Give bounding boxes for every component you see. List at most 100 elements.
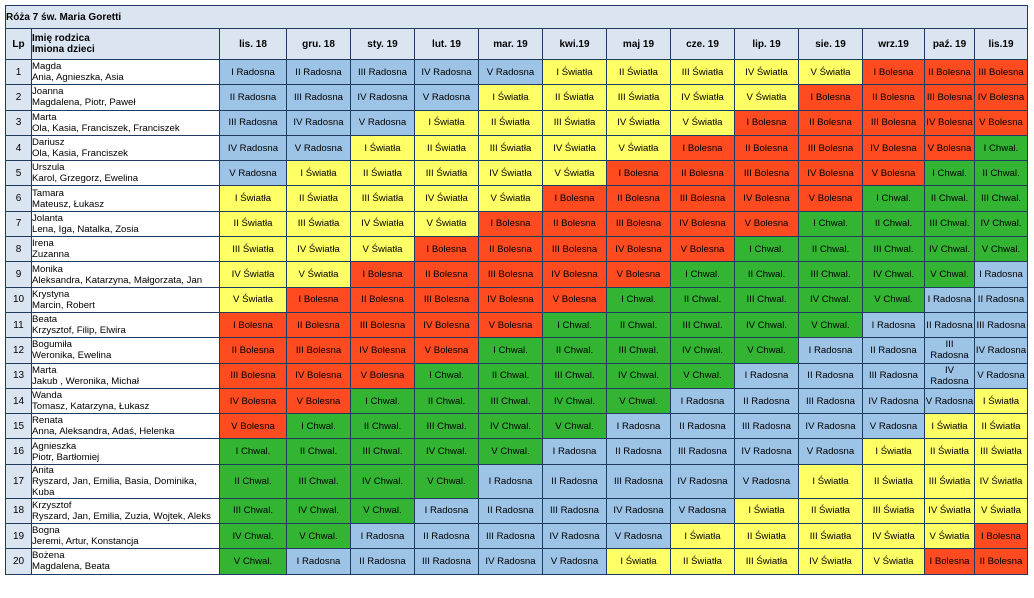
children-names: Weronika, Ewelina <box>32 350 112 362</box>
mystery-cell: III Chwal. <box>478 387 543 415</box>
mystery-cell: I Bolesna <box>798 84 863 111</box>
parent-name: Monika <box>32 263 63 275</box>
title-row: Róża 7 św. Maria Goretti <box>5 5 1028 29</box>
mystery-cell: III Bolesna <box>606 210 671 238</box>
mystery-cell: II Światła <box>219 210 287 238</box>
mystery-cell: IV Bolesna <box>606 236 671 263</box>
mystery-cell: I Chwal. <box>798 210 863 238</box>
mystery-cell: II Bolesna <box>974 548 1028 575</box>
parent-name: Beata <box>32 314 58 326</box>
mystery-cell: IV Światła <box>350 210 415 238</box>
table-row: 12 Bogumiła Weronika, Ewelina II Bolesna III… <box>5 337 1028 364</box>
mystery-cell: III Radosna <box>798 387 863 415</box>
mystery-cell: III Światła <box>798 523 863 550</box>
names-cell: Beata Krzysztof, Filip, Elwira <box>31 311 220 339</box>
children-names: Tomasz, Katarzyna, Łukasz <box>32 401 150 412</box>
mystery-cell: I Radosna <box>974 261 1028 288</box>
parent-name: Tamara <box>32 187 65 199</box>
mystery-cell: I Bolesna <box>974 523 1028 550</box>
mystery-cell: V Chwal. <box>414 463 479 499</box>
mystery-cell: II Chwal. <box>542 337 607 364</box>
children-names: Ryszard, Jan, Emilia, Basia, Dominika, <box>32 475 197 487</box>
month-header: paź. 19 <box>924 28 975 60</box>
mystery-cell: V Radosna <box>798 438 863 465</box>
mystery-cell: II Bolesna <box>542 210 607 238</box>
names-cell: Joanna Magdalena, Piotr, Paweł <box>31 84 220 111</box>
table-row: 9 Monika Aleksandra, Katarzyna, Małgorzata… <box>5 261 1028 288</box>
mystery-cell: III Chwal. <box>798 261 863 288</box>
mystery-cell: I Radosna <box>286 548 351 575</box>
mystery-cell: V Światła <box>606 134 671 162</box>
mystery-cell: II Bolesna <box>862 84 925 111</box>
mystery-cell: IV Radosna <box>924 362 975 389</box>
mystery-cell: I Radosna <box>924 286 975 313</box>
mystery-cell: III Radosna <box>219 109 287 136</box>
mystery-cell: I Chwal. <box>670 261 735 288</box>
mystery-cell: II Światła <box>350 160 415 187</box>
names-cell: Magda Ania, Agnieszka, Asia <box>31 58 220 86</box>
table-row: 15 Renata Anna, Aleksandra, Adaś, Helenka V… <box>5 413 1028 440</box>
mystery-cell: I Bolesna <box>414 236 479 263</box>
children-names: Aleksandra, Katarzyna, Małgorzata, Jan <box>32 274 203 286</box>
mystery-cell: III Radosna <box>478 523 543 550</box>
row-number: 17 <box>5 463 32 499</box>
mystery-cell: II Chwal. <box>286 438 351 465</box>
mystery-cell: IV Chwal. <box>798 286 863 313</box>
mystery-cell: V Chwal. <box>798 311 863 339</box>
children-names: Krzysztof, Filip, Elwira <box>32 325 126 337</box>
mystery-cell: I Światła <box>862 438 925 465</box>
mystery-cell: IV Chwal. <box>974 210 1028 238</box>
mystery-cell: III Światła <box>414 160 479 187</box>
mystery-cell: I Chwal. <box>734 236 799 263</box>
mystery-cell: V Światła <box>542 160 607 187</box>
children-names: Karol, Grzegorz, Ewelina <box>32 173 139 185</box>
row-number: 1 <box>5 58 32 86</box>
table-row: 13 Marta Jakub , Weronika, Michał III Boles… <box>5 362 1028 389</box>
row-number: 6 <box>5 185 32 212</box>
mystery-cell: IV Radosna <box>670 463 735 499</box>
parent-name: Agnieszka <box>32 440 77 452</box>
mystery-cell: III Chwal. <box>542 362 607 389</box>
mystery-cell: IV Bolesna <box>862 134 925 162</box>
row-number: 10 <box>5 286 32 313</box>
mystery-cell: IV Chwal. <box>286 497 351 525</box>
row-number: 19 <box>5 523 32 550</box>
mystery-cell: II Światła <box>606 58 671 86</box>
mystery-cell: III Radosna <box>286 84 351 111</box>
mystery-cell: II Chwal. <box>798 236 863 263</box>
mystery-cell: I Światła <box>286 160 351 187</box>
mystery-cell: V Bolesna <box>219 413 287 440</box>
children-names: Jakub , Weronika, Michał <box>32 375 140 387</box>
mystery-cell: V Radosna <box>734 463 799 499</box>
mystery-cell: V Światła <box>670 109 735 136</box>
mystery-cell: I Światła <box>670 523 735 550</box>
mystery-cell: I Radosna <box>350 523 415 550</box>
mystery-cell: V Radosna <box>606 523 671 550</box>
mystery-cell: III Chwal. <box>350 438 415 465</box>
mystery-cell: V Chwal. <box>734 337 799 364</box>
mystery-cell: I Chwal. <box>974 134 1028 162</box>
mystery-cell: V Radosna <box>670 497 735 525</box>
table-row: 8 Irena Zuzanna III Światła IV Światła V Świa… <box>5 236 1028 263</box>
mystery-cell: II Radosna <box>350 548 415 575</box>
mystery-cell: IV Chwal. <box>414 438 479 465</box>
month-header: kwi.19 <box>542 28 607 60</box>
mystery-cell: I Chwal. <box>286 413 351 440</box>
month-header: lis. 18 <box>219 28 287 60</box>
table-row: 6 Tamara Mateusz, Łukasz I Światła II Światł… <box>5 185 1028 212</box>
mystery-cell: V Bolesna <box>542 286 607 313</box>
mystery-cell: II Bolesna <box>734 134 799 162</box>
mystery-cell: V Bolesna <box>862 160 925 187</box>
table-row: 18 Krzysztof Ryszard, Jan, Emilia, Zuzia, … <box>5 497 1028 525</box>
mystery-cell: III Radosna <box>606 463 671 499</box>
mystery-cell: I Bolesna <box>862 58 925 86</box>
mystery-cell: V Chwal. <box>350 497 415 525</box>
mystery-cell: IV Bolesna <box>286 362 351 389</box>
mystery-cell: IV Światła <box>606 109 671 136</box>
row-number: 12 <box>5 337 32 364</box>
mystery-cell: III Bolesna <box>974 58 1028 86</box>
mystery-cell: V Bolesna <box>606 261 671 288</box>
parent-name: Marta <box>32 111 57 123</box>
children-names: Zuzanna <box>32 249 70 261</box>
table-row: 4 Dariusz Ola, Kasia, Franciszek IV Radosna… <box>5 134 1028 162</box>
